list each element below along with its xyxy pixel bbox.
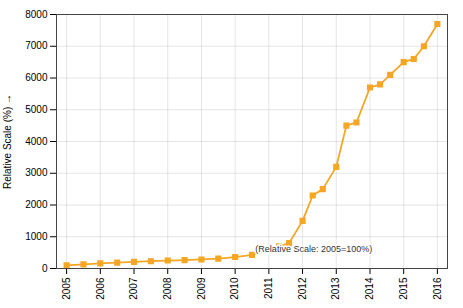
svg-text:(Relative Scale: 2005=100%): (Relative Scale: 2005=100%) xyxy=(255,244,372,254)
svg-text:2010: 2010 xyxy=(229,277,240,300)
svg-text:2000: 2000 xyxy=(25,199,48,210)
svg-text:6000: 6000 xyxy=(25,72,48,83)
svg-text:0: 0 xyxy=(42,263,48,274)
svg-text:4000: 4000 xyxy=(25,136,48,147)
svg-text:5000: 5000 xyxy=(25,104,48,115)
svg-text:2016: 2016 xyxy=(432,277,443,300)
svg-text:2011: 2011 xyxy=(263,277,274,299)
svg-text:8000: 8000 xyxy=(25,9,48,20)
svg-text:1000: 1000 xyxy=(25,231,48,242)
svg-text:2005: 2005 xyxy=(61,277,72,300)
svg-text:2007: 2007 xyxy=(128,277,139,300)
svg-text:Relative Scale (%) →: Relative Scale (%) → xyxy=(2,94,13,189)
svg-text:2014: 2014 xyxy=(364,277,375,300)
svg-text:3000: 3000 xyxy=(25,167,48,178)
svg-text:2009: 2009 xyxy=(196,277,207,300)
svg-text:7000: 7000 xyxy=(25,40,48,51)
svg-text:2013: 2013 xyxy=(330,277,341,300)
svg-text:2015: 2015 xyxy=(398,277,409,300)
svg-text:2008: 2008 xyxy=(162,277,173,300)
svg-text:2012: 2012 xyxy=(297,277,308,300)
svg-text:2006: 2006 xyxy=(95,277,106,300)
